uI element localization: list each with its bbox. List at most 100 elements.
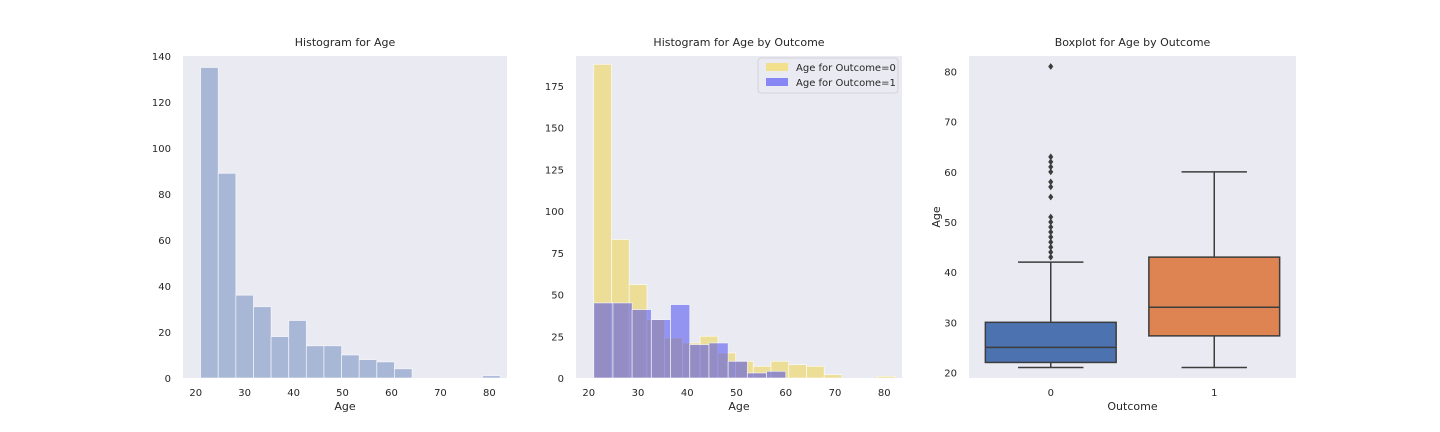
age-histogram-title: Histogram for Age — [295, 36, 396, 49]
age-boxplot-x-tick-label: 0 — [1048, 388, 1054, 399]
age-histogram-bar — [323, 345, 342, 379]
age-histogram-x-tick-label: 70 — [434, 388, 447, 399]
age-histogram-y-tick-label: 120 — [152, 98, 171, 109]
outcome1-histogram-bar — [650, 319, 671, 379]
age-boxplot-x-label: Outcome — [1107, 400, 1157, 413]
box-outlier-point — [1048, 213, 1054, 221]
box-outlier-point — [1048, 63, 1054, 70]
box-outlier-point — [1048, 193, 1054, 201]
age-histogram-bar — [358, 359, 378, 379]
outcome0-histogram-bar — [876, 375, 896, 379]
outcome1-histogram-bar — [631, 309, 652, 379]
age-histogram-bar — [235, 294, 254, 379]
age-histogram-bars — [200, 67, 501, 379]
age-histogram-bar — [376, 361, 395, 379]
age-histogram-x-tick-label: 20 — [189, 388, 202, 399]
outcome1-histogram-bar — [727, 360, 748, 379]
age-histogram-x-tick-label: 50 — [336, 388, 349, 399]
age-by-outcome-histogram-panel: 20 30 40 50 60 70 80 0 25 50 75 100 125 150 175 Histo… — [545, 36, 902, 413]
age-by-outcome-y-tick-label: 175 — [545, 82, 564, 93]
age-boxplot-x-tick-label: 1 — [1211, 388, 1217, 399]
outcome0-histogram-bar — [788, 364, 807, 379]
box-outlier-point — [1048, 163, 1054, 171]
age-by-outcome-y-tick-label: 150 — [545, 124, 564, 135]
box-outlier-point — [1048, 183, 1054, 191]
age-histogram-x-tick-label: 30 — [238, 388, 251, 399]
age-histogram-bar — [482, 375, 501, 379]
age-by-outcome-x-tick-label: 70 — [829, 388, 842, 399]
legend-swatch-outcome0 — [766, 63, 788, 71]
age-boxplot-title: Boxplot for Age by Outcome — [1055, 36, 1211, 49]
box-outlier-point — [1048, 243, 1054, 251]
box-outlier-point — [1048, 253, 1054, 261]
outcome0-histogram-bar — [823, 374, 843, 379]
age-boxplot-y-tick-label: 50 — [944, 218, 957, 229]
age-by-outcome-y-tick-label: 125 — [545, 165, 564, 176]
age-by-outcome-x-tick-label: 80 — [878, 388, 891, 399]
age-by-outcome-x-tick-label: 40 — [681, 388, 694, 399]
age-histogram-panel: 20 30 40 50 60 70 80 0 20 40 60 80 100 120 140 Histog… — [152, 36, 507, 413]
age-boxplot-y-tick-label: 80 — [944, 68, 957, 79]
box-outlier-point — [1048, 153, 1054, 161]
age-histogram-y-tick-label: 80 — [158, 190, 171, 201]
age-histogram-x-tick-label: 60 — [385, 388, 398, 399]
outcome1-histogram-bar — [746, 372, 767, 379]
box-outlier-point — [1048, 158, 1054, 166]
box-iqr-outcome-1 — [1148, 256, 1281, 337]
age-histogram-bar — [288, 320, 307, 379]
age-histogram-y-tick-label: 40 — [158, 282, 171, 293]
age-boxplot-y-ticks: 20 30 40 50 60 70 80 — [944, 68, 957, 380]
age-histogram-bar — [305, 345, 325, 379]
age-histogram-y-tick-label: 140 — [152, 52, 171, 63]
age-histogram-x-ticks: 20 30 40 50 60 70 80 — [189, 388, 495, 399]
age-by-outcome-x-label: Age — [728, 400, 750, 413]
outcome1-histogram-bar — [670, 304, 691, 379]
outcome1-histogram-bar — [612, 302, 633, 379]
age-histogram-bar — [270, 336, 290, 379]
box-outlier-point — [1048, 218, 1054, 226]
box-outlier-point — [1048, 178, 1054, 186]
age-histogram-x-tick-label: 40 — [287, 388, 300, 399]
age-by-outcome-x-tick-label: 60 — [779, 388, 792, 399]
age-histogram-bar — [394, 368, 413, 379]
box-iqr-outcome-0 — [984, 321, 1117, 364]
age-histogram-bar — [253, 306, 272, 379]
outcome1-histogram-bar — [766, 370, 787, 379]
age-by-outcome-y-tick-label: 25 — [551, 332, 564, 343]
box-outlier-point — [1048, 248, 1054, 256]
outcome0-histogram-bar — [806, 365, 825, 379]
box-outlier-point — [1048, 238, 1054, 246]
legend-label-outcome0: Age for Outcome=0 — [796, 63, 896, 74]
outcome1-histogram-bar — [708, 342, 729, 379]
age-by-outcome-y-tick-label: 75 — [551, 249, 564, 260]
legend-swatch-outcome1 — [766, 78, 788, 86]
outcome1-histogram-bar — [593, 302, 614, 379]
age-histogram-y-tick-label: 100 — [152, 144, 171, 155]
age-by-outcome-y-tick-label: 50 — [551, 291, 564, 302]
age-histogram-bar — [217, 172, 237, 379]
age-by-outcome-y-tick-label: 100 — [545, 207, 564, 218]
age-boxplot-y-tick-label: 30 — [944, 318, 957, 329]
box-outlier-point — [1048, 228, 1054, 236]
legend-label-outcome1: Age for Outcome=1 — [796, 78, 896, 89]
age-by-outcome-y-ticks: 0 25 50 75 100 125 150 175 — [545, 82, 564, 385]
age-boxplot-y-tick-label: 40 — [944, 268, 957, 279]
age-histogram-y-ticks: 0 20 40 60 80 100 120 140 — [152, 52, 171, 385]
age-by-outcome-x-tick-label: 20 — [582, 388, 595, 399]
age-by-outcome-histogram-title: Histogram for Age by Outcome — [653, 36, 824, 49]
age-histogram-x-label: Age — [334, 400, 356, 413]
box-outlier-point — [1048, 223, 1054, 231]
age-histogram-y-tick-label: 60 — [158, 236, 171, 247]
age-boxplot-y-label: Age — [930, 206, 943, 228]
age-histogram-x-tick-label: 80 — [483, 388, 496, 399]
outcome1-histogram-bar — [689, 344, 710, 379]
age-histogram-bar — [341, 354, 360, 379]
age-by-outcome-x-tick-label: 50 — [730, 388, 743, 399]
age-boxplot-y-tick-label: 60 — [944, 168, 957, 179]
outcome1-histogram-bars — [593, 302, 787, 379]
box-outlier-point — [1048, 168, 1054, 176]
age-by-outcome-x-tick-label: 30 — [632, 388, 645, 399]
